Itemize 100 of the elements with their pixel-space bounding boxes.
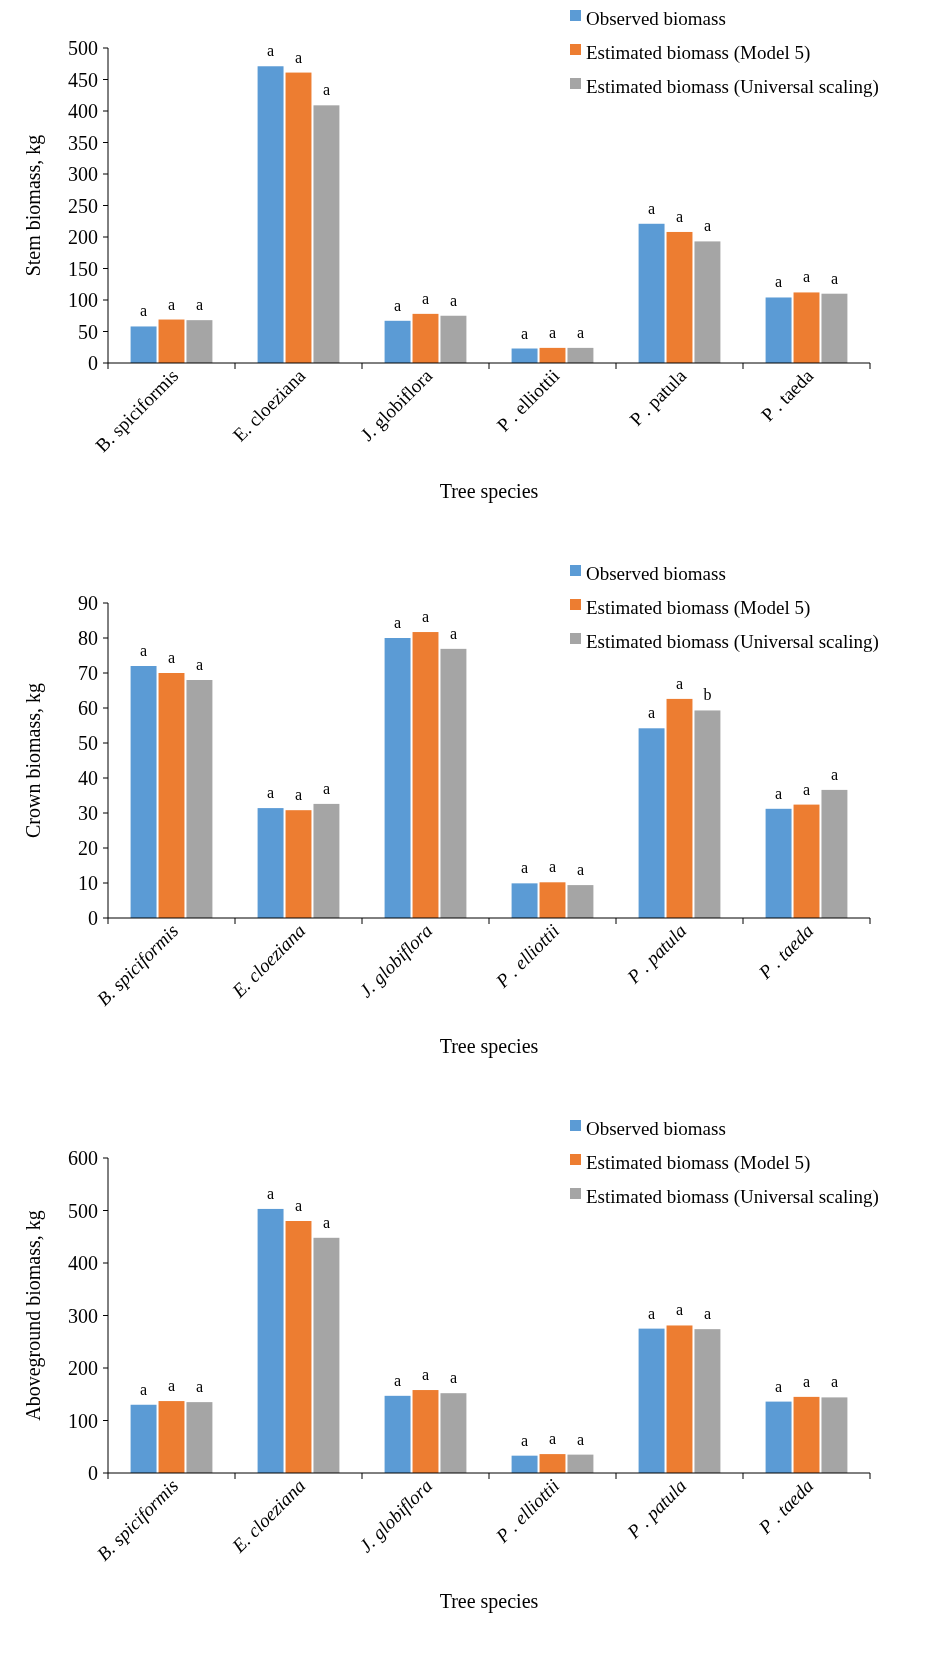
y-tick-label: 400 bbox=[68, 1252, 98, 1274]
data-label: a bbox=[802, 780, 811, 798]
data-label: a bbox=[294, 48, 303, 66]
data-label: a bbox=[775, 273, 783, 291]
legend-label: Estimated biomass (Universal scaling) bbox=[586, 76, 879, 99]
data-label: a bbox=[548, 858, 557, 876]
y-tick-label: 200 bbox=[68, 1357, 98, 1379]
bar bbox=[384, 638, 411, 918]
data-label: a bbox=[140, 302, 148, 320]
data-label: a bbox=[294, 786, 303, 804]
bar bbox=[821, 789, 848, 918]
bar bbox=[257, 808, 284, 918]
bar bbox=[638, 223, 665, 363]
bar bbox=[539, 1454, 566, 1473]
data-label: a bbox=[576, 1430, 584, 1448]
bar bbox=[412, 313, 439, 363]
data-label: a bbox=[802, 1372, 811, 1390]
data-label: a bbox=[775, 784, 783, 802]
data-label: a bbox=[521, 324, 529, 342]
data-label: a bbox=[521, 859, 529, 877]
y-axis-title: Aboveground biomass, kg bbox=[22, 1210, 45, 1421]
bar bbox=[511, 1455, 538, 1473]
bar bbox=[539, 882, 566, 918]
y-tick-label: 100 bbox=[68, 289, 98, 311]
bar bbox=[412, 1390, 439, 1473]
bar bbox=[186, 1402, 213, 1473]
data-label: a bbox=[394, 296, 402, 314]
y-tick-label: 100 bbox=[68, 1409, 98, 1432]
data-label: a bbox=[548, 323, 557, 341]
y-tick-label: 0 bbox=[88, 907, 98, 929]
bar bbox=[440, 315, 467, 363]
data-label: a bbox=[675, 207, 684, 225]
y-tick-label: 70 bbox=[78, 662, 98, 684]
y-tick-label: 450 bbox=[68, 68, 98, 91]
bar bbox=[440, 1393, 467, 1473]
bar bbox=[765, 1401, 792, 1473]
bar bbox=[666, 698, 693, 918]
data-label: a bbox=[195, 656, 203, 673]
data-label: a bbox=[322, 81, 330, 99]
y-tick-label: 300 bbox=[68, 1304, 98, 1327]
data-label: a bbox=[322, 779, 330, 797]
data-label: a bbox=[576, 323, 584, 341]
bar bbox=[821, 1397, 848, 1473]
data-label: a bbox=[167, 295, 176, 313]
x-axis-title: Tree species bbox=[439, 1035, 539, 1058]
data-label: a bbox=[267, 784, 275, 802]
bar bbox=[694, 710, 721, 918]
bar bbox=[567, 885, 594, 918]
bar bbox=[158, 319, 185, 363]
bar bbox=[793, 292, 820, 363]
data-label: a bbox=[775, 1377, 783, 1395]
bar bbox=[384, 1395, 411, 1473]
bar bbox=[285, 810, 312, 918]
bar bbox=[567, 347, 594, 363]
bar bbox=[158, 1401, 185, 1473]
bar bbox=[285, 72, 312, 363]
x-axis-title: Tree species bbox=[439, 1590, 539, 1613]
data-label: a bbox=[140, 642, 148, 659]
legend-label: Estimated biomass (Model 5) bbox=[586, 1152, 811, 1175]
data-label: a bbox=[167, 1377, 176, 1395]
y-tick-label: 500 bbox=[68, 37, 98, 59]
y-tick-label: 20 bbox=[78, 837, 98, 859]
y-tick-label: 0 bbox=[88, 1462, 98, 1484]
bar bbox=[257, 66, 284, 363]
data-label: a bbox=[421, 1366, 430, 1384]
bar bbox=[765, 808, 792, 918]
data-label: a bbox=[167, 649, 176, 666]
data-label: a bbox=[140, 1380, 148, 1398]
data-label: a bbox=[294, 1197, 303, 1214]
data-label: a bbox=[322, 1213, 330, 1231]
bar bbox=[694, 1329, 721, 1473]
data-label: a bbox=[830, 1373, 838, 1391]
legend-label: Observed biomass bbox=[586, 563, 726, 585]
y-tick-label: 300 bbox=[68, 163, 98, 185]
data-label: a bbox=[394, 614, 402, 631]
y-tick-label: 600 bbox=[68, 1147, 98, 1169]
data-label: a bbox=[675, 1301, 684, 1319]
bar bbox=[765, 297, 792, 363]
data-label: a bbox=[675, 674, 684, 692]
bar bbox=[638, 728, 665, 918]
bar bbox=[313, 1237, 340, 1473]
y-tick-label: 500 bbox=[68, 1199, 98, 1222]
y-tick-label: 250 bbox=[68, 194, 98, 217]
bar bbox=[821, 293, 848, 363]
bar bbox=[130, 666, 157, 918]
y-tick-label: 50 bbox=[78, 732, 98, 754]
legend-label: Estimated biomass (Model 5) bbox=[586, 597, 811, 620]
y-tick-label: 350 bbox=[68, 131, 98, 154]
bar bbox=[313, 803, 340, 918]
data-label: a bbox=[421, 608, 430, 626]
y-tick-label: 50 bbox=[78, 320, 98, 343]
data-label: a bbox=[267, 42, 275, 60]
bar bbox=[793, 1396, 820, 1473]
bar bbox=[666, 1325, 693, 1473]
data-label: b bbox=[703, 686, 712, 704]
bar bbox=[186, 680, 213, 918]
y-axis-title: Crown biomass, kg bbox=[22, 683, 45, 838]
bar bbox=[511, 883, 538, 918]
data-label: a bbox=[703, 217, 711, 235]
data-label: a bbox=[576, 861, 584, 879]
